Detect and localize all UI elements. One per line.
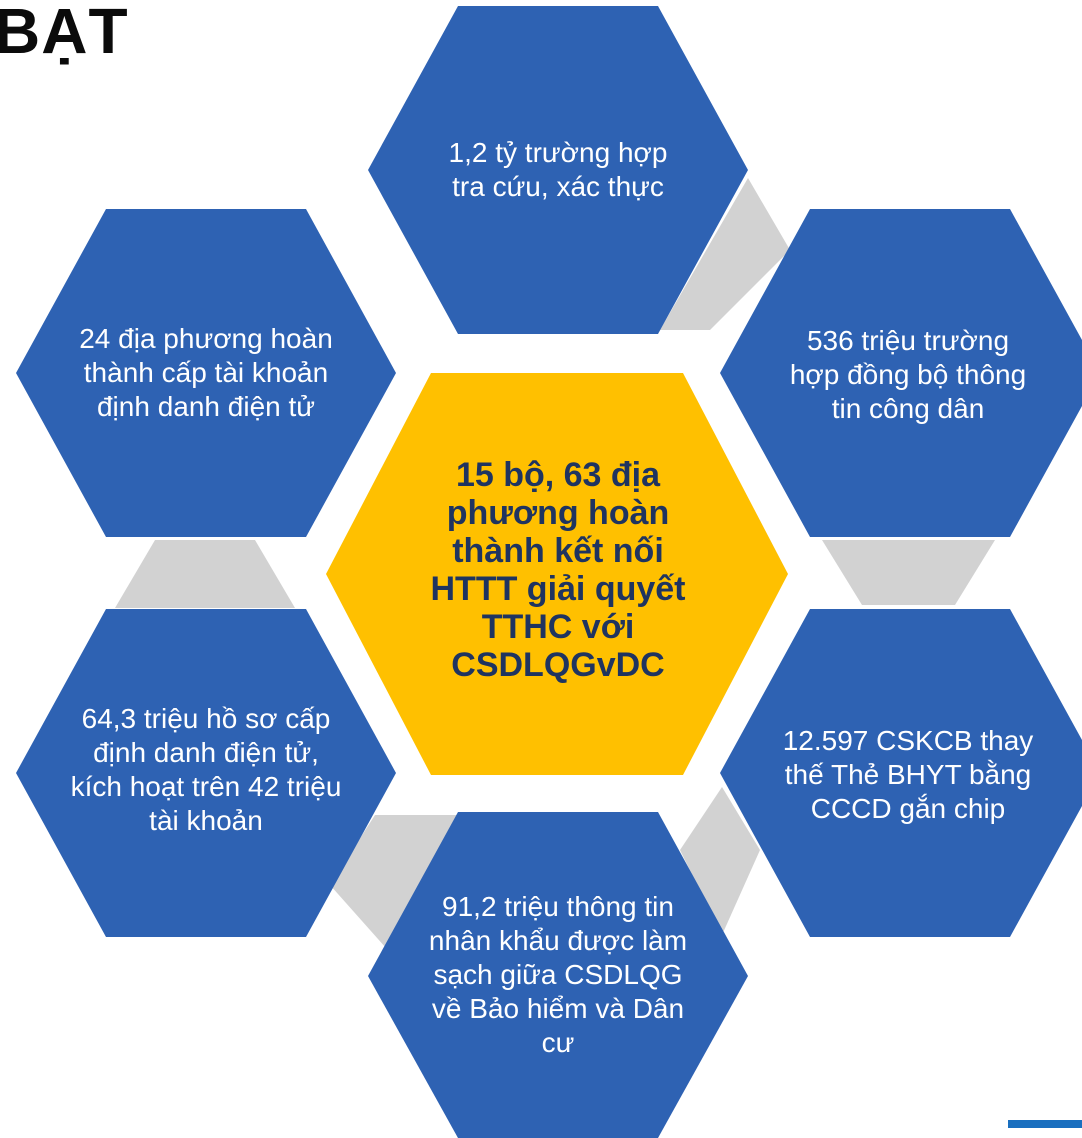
hexagon-upper-right [720,209,1082,537]
hexagon-bottom-text: 91,2 triệu thông tin nhân khẩu được làm … [428,891,688,1058]
hexagon-upper-left-text: 24 địa phương hoàn thành cấp tài khoản đ… [79,322,333,422]
connector-lower-left-upper-left [115,540,295,608]
hexagon-upper-right-text: 536 triệu trường hợp đồng bộ thông tin c… [789,325,1027,424]
page-title: BẠT [0,0,129,67]
hexagon-lower-right-text: 12.597 CSKCB thay thế Thẻ BHYT bằng CCCD… [782,725,1034,824]
accent-bar [1008,1120,1082,1128]
hexagon-upper-left [16,209,396,537]
hexagon-bottom [368,812,748,1138]
hexagon-top [368,6,748,334]
hexagon-top-text: 1,2 tỷ trường hợp tra cứu, xác thực [448,137,668,202]
connector-upper-right-lower-right [822,540,995,605]
hexagon-lower-left-text: 64,3 triệu hồ sơ cấp định danh điện tử, … [70,703,342,836]
hexagon-center [326,373,788,775]
hexagon-lower-right [720,609,1082,937]
hexagon-center-text: 15 bộ, 63 địa phương hoàn thành kết nối … [430,456,686,684]
connector-top-upper-right [660,178,790,330]
connector-lower-right-bottom [680,787,760,935]
connector-bottom-lower-left [330,815,460,975]
hexagon-lower-left [16,609,396,937]
